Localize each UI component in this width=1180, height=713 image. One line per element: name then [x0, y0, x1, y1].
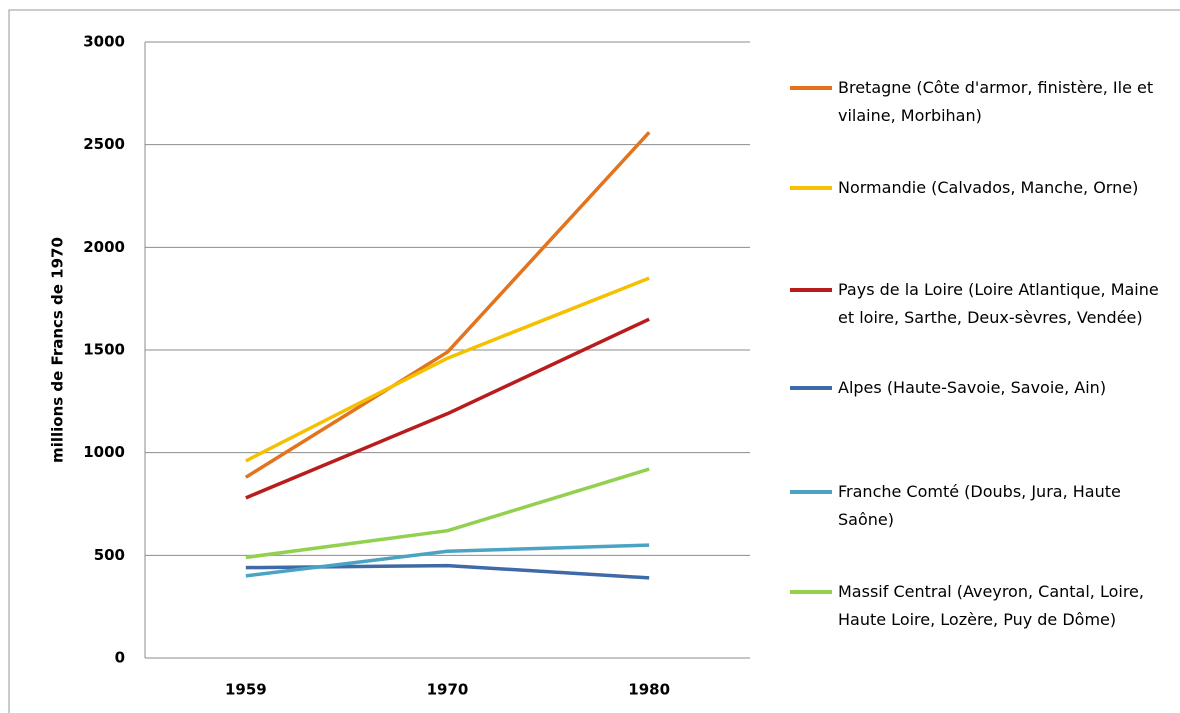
legend-entry: Pays de la Loire (Loire Atlantique, Main…: [790, 276, 1175, 332]
legend-label: Massif Central (Aveyron, Cantal, Loire, …: [838, 582, 1144, 629]
legend-entry: Alpes (Haute-Savoie, Savoie, Ain): [790, 374, 1175, 402]
legend-label: Normandie (Calvados, Manche, Orne): [838, 178, 1139, 197]
x-tick-label: 1970: [427, 681, 469, 699]
legend-label: Alpes (Haute-Savoie, Savoie, Ain): [838, 378, 1107, 397]
line: [245, 467, 650, 560]
frame: [8, 9, 1180, 713]
legend-label: Bretagne (Côte d'armor, finistère, Ile e…: [838, 78, 1154, 125]
legend-entry: Franche Comté (Doubs, Jura, Haute Saône): [790, 478, 1175, 534]
line: [245, 543, 650, 578]
y-tick-label: 500: [94, 546, 125, 564]
legend-entry: Bretagne (Côte d'armor, finistère, Ile e…: [790, 74, 1175, 130]
y-tick-label: 1500: [83, 341, 125, 359]
legend-swatch: [790, 86, 832, 90]
line: [245, 317, 650, 500]
x-tick-label: 1980: [628, 681, 670, 699]
line: [245, 276, 650, 463]
legend-swatch: [790, 288, 832, 292]
legend-swatch: [790, 186, 832, 190]
y-tick-label: 0: [115, 649, 125, 667]
y-tick-label: 2000: [83, 238, 125, 256]
y-axis-label: millions de Francs de 1970: [49, 237, 67, 463]
legend-entry: Normandie (Calvados, Manche, Orne): [790, 174, 1175, 202]
legend-swatch: [790, 490, 832, 494]
x-tick-label: 1959: [225, 681, 267, 699]
y-tick-label: 1000: [83, 443, 125, 461]
legend-swatch: [790, 590, 832, 594]
legend-label: Franche Comté (Doubs, Jura, Haute Saône): [838, 482, 1121, 529]
legend-swatch: [790, 386, 832, 390]
legend-entry: Massif Central (Aveyron, Cantal, Loire, …: [790, 578, 1175, 634]
y-tick-label: 2500: [83, 135, 125, 153]
legend-label: Pays de la Loire (Loire Atlantique, Main…: [838, 280, 1159, 327]
y-tick-label: 3000: [83, 33, 125, 51]
line: [244, 131, 651, 479]
